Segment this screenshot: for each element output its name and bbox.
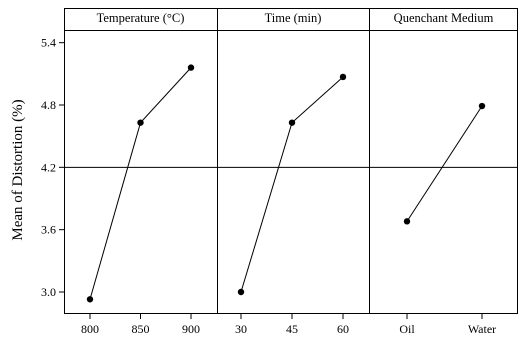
x-tick-label: 900 xyxy=(182,322,200,336)
y-tick-label: 3.6 xyxy=(41,223,56,237)
panel-title: Time (min) xyxy=(265,11,322,25)
y-tick-label: 4.2 xyxy=(41,160,56,174)
data-point xyxy=(339,73,347,81)
plot-frame xyxy=(64,8,518,314)
series-line xyxy=(89,67,192,300)
y-tick-label: 4.8 xyxy=(41,98,56,112)
x-tick-label: Water xyxy=(468,322,496,336)
panel-title: Temperature (°C) xyxy=(97,11,185,25)
data-point xyxy=(187,64,195,71)
data-point xyxy=(237,288,245,296)
x-tick-label: 60 xyxy=(337,322,349,336)
data-point xyxy=(137,119,144,126)
data-point xyxy=(403,218,411,225)
series-line xyxy=(240,76,344,293)
y-axis-title: Mean of Distortion (%) xyxy=(10,99,26,240)
data-point xyxy=(478,102,486,110)
panel-title: Quenchant Medium xyxy=(394,11,494,25)
x-tick-label: 30 xyxy=(235,322,247,336)
y-tick-label: 5.4 xyxy=(41,36,56,50)
y-tick-label: 3.0 xyxy=(41,285,56,299)
x-tick-label: 850 xyxy=(132,322,150,336)
x-tick-label: Oil xyxy=(399,322,415,336)
data-point xyxy=(86,296,94,303)
data-point xyxy=(288,119,296,126)
x-tick-label: 800 xyxy=(81,322,99,336)
series-line xyxy=(406,105,483,222)
x-tick-label: 45 xyxy=(286,322,298,336)
